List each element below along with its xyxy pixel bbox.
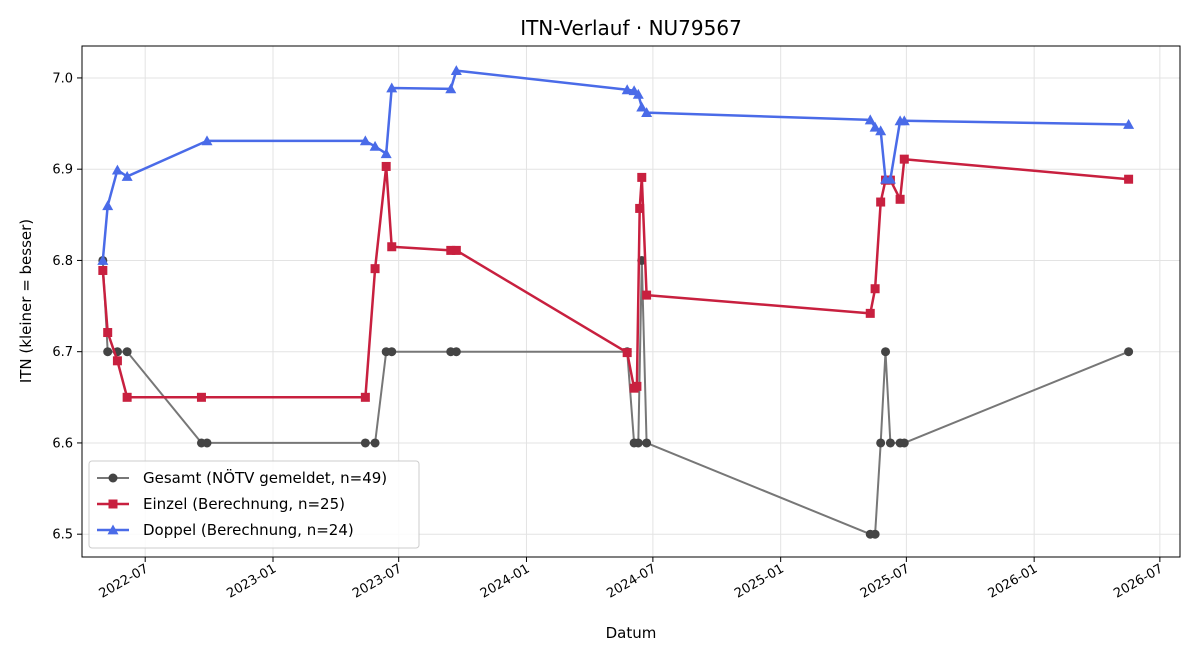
data-point [1124,174,1134,184]
data-point [360,392,370,402]
data-point [103,347,113,357]
data-point [881,347,891,357]
data-point [635,203,645,213]
data-point [196,392,206,402]
data-point [387,242,397,252]
data-point [370,264,380,274]
y-axis-label: ITN (kleiner = besser) [17,219,35,383]
data-point [201,135,213,146]
data-point [122,392,132,402]
data-point [870,284,880,294]
data-point [202,438,212,448]
legend-frame [88,460,420,549]
data-point [98,265,108,275]
data-point [864,114,876,125]
legend-swatch-marker [108,473,118,483]
data-point [637,172,647,182]
data-point [870,529,880,539]
data-point [895,194,905,204]
data-point [451,347,461,357]
chart-title: ITN-Verlauf · NU79567 [520,16,742,40]
data-point [869,121,881,132]
data-point [884,173,896,184]
y-tick-label: 6.5 [52,528,73,543]
data-point [451,245,461,255]
data-point [641,107,653,118]
y-tick-label: 6.9 [52,163,73,178]
data-point [876,438,886,448]
data-point [360,438,370,448]
x-tick-label: 2026-07 [1111,561,1166,601]
data-point [112,356,122,366]
data-point [445,83,457,94]
x-tick-label: 2024-01 [478,561,533,601]
data-point [898,115,910,126]
data-point [370,438,380,448]
data-point [899,154,909,164]
data-point [446,245,456,255]
x-axis-label: Datum [606,624,657,642]
data-point [381,161,391,171]
data-point [865,308,875,318]
data-point [111,164,123,175]
data-point [97,254,109,265]
data-point [876,197,886,207]
data-point [359,135,371,146]
data-point [102,200,114,211]
legend-entry: Gesamt (NÖTV gemeldet, n=49) [143,468,387,487]
legend-entry: Doppel (Berechnung, n=24) [143,521,354,539]
legend-entry: Einzel (Berechnung, n=25) [143,495,345,513]
data-point [632,88,644,99]
data-point [885,438,895,448]
x-tick-label: 2025-01 [732,561,787,601]
x-tick-label: 2025-07 [858,561,913,601]
series-3 [97,65,1135,265]
y-tick-label: 6.7 [52,345,73,360]
data-point [122,347,132,357]
data-point [387,347,397,357]
x-tick-label: 2022-07 [97,561,152,601]
data-point [632,381,642,391]
y-tick-label: 6.6 [52,436,73,451]
data-point [121,170,133,181]
legend-swatch-marker [108,499,118,509]
data-point [380,148,392,159]
data-point [636,101,648,112]
data-point [1124,347,1134,357]
series-layer [97,65,1135,539]
series-2 [98,154,1134,402]
y-tick-label: 7.0 [52,71,73,86]
data-point [642,290,652,300]
data-point [450,65,462,76]
data-point [369,140,381,151]
x-axis: 2022-07 2023-01 2023-07 2024-01 2024-07 2025-… [97,557,1166,602]
x-tick-label: 2023-07 [350,561,405,601]
x-tick-label: 2023-01 [224,561,279,601]
legend-swatch-marker [107,524,119,535]
legend: Gesamt (NÖTV gemeldet, n=49) Einzel (Bere… [88,460,420,549]
data-point [899,438,909,448]
data-point [1123,118,1135,129]
series-line [101,157,1129,399]
x-tick-label: 2024-07 [604,561,659,601]
data-point [642,438,652,448]
y-tick-label: 6.8 [52,254,73,269]
plot-frame [81,45,1181,558]
data-point [875,125,887,136]
data-point [386,82,398,93]
data-point [633,438,643,448]
y-axis: 6.5 6.6 6.7 6.8 6.9 7.0 [52,71,82,543]
data-point [103,328,113,338]
data-point [621,84,633,95]
x-tick-label: 2026-01 [986,561,1041,601]
data-point [622,348,632,358]
